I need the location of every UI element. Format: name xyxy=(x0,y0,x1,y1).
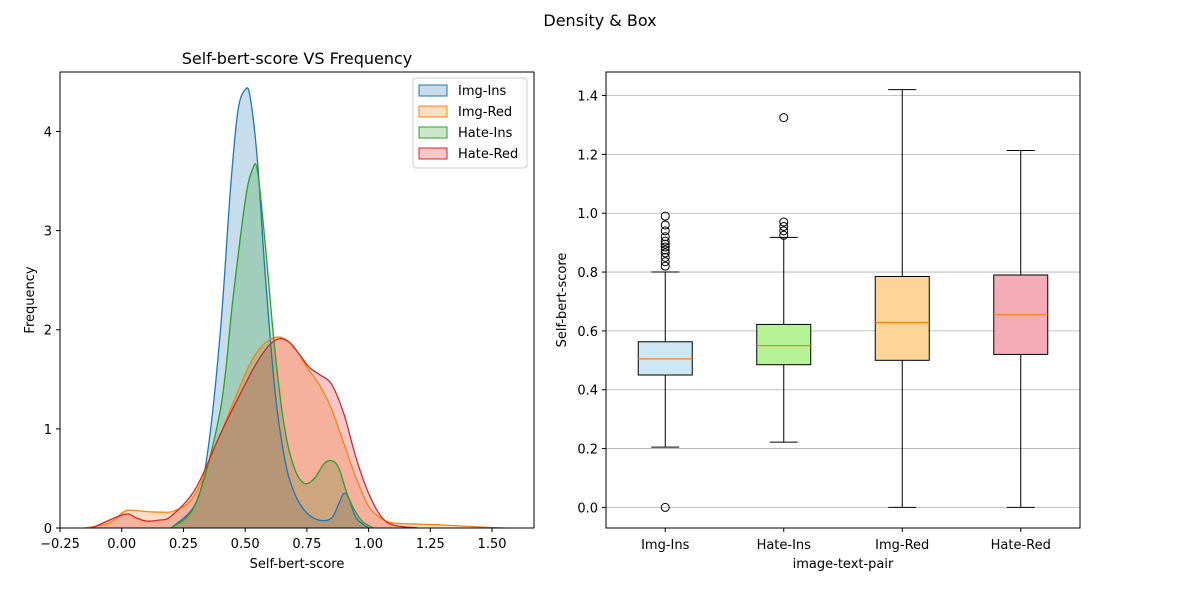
density-ytick-label: 4 xyxy=(44,125,52,140)
density-area-hate-red xyxy=(92,338,418,528)
box-xlabel: image-text-pair xyxy=(793,557,894,572)
legend-swatch-img-ins xyxy=(418,84,448,97)
box-ytick-label: 0.8 xyxy=(577,266,598,281)
outlier-point xyxy=(660,211,670,221)
legend-label-img-red: Img-Red xyxy=(458,105,512,120)
outlier-point xyxy=(660,232,670,242)
box-ticks: 0.0 0.2 0.4 0.6 0.8 1.0 1.2 1.4 Img-Ins Hate-Ins I… xyxy=(577,90,1051,553)
box-hate-ins xyxy=(756,113,812,443)
density-xtick-label: 0.50 xyxy=(231,537,260,552)
box-ytick-label: 0.2 xyxy=(577,443,598,458)
outlier-point xyxy=(660,242,670,252)
density-ytick-label: 3 xyxy=(44,225,52,240)
density-lines xyxy=(84,87,505,529)
box-plot: 0.0 0.2 0.4 0.6 0.8 1.0 1.2 1.4 Img-Ins Hate-Ins I… xyxy=(555,71,1081,572)
density-area-img-red xyxy=(84,337,505,528)
box-ytick-label: 1.2 xyxy=(577,148,598,163)
box-grid xyxy=(606,95,1080,508)
outlier-point xyxy=(660,257,670,267)
density-xtick-label: 1.50 xyxy=(478,537,507,552)
box-body xyxy=(874,275,930,361)
figure-title: Density & Box xyxy=(543,11,656,30)
outlier-point xyxy=(779,217,789,227)
box-img-red xyxy=(874,89,930,508)
density-xtick-label: −0.25 xyxy=(40,537,80,552)
legend-swatch-hate-ins xyxy=(418,126,448,139)
legend-frame xyxy=(412,77,528,169)
box-ytick-label: 0.4 xyxy=(577,384,598,399)
outlier-point xyxy=(660,220,670,230)
outlier-point xyxy=(660,236,670,246)
box-xtick-label-img-red: Img-Red xyxy=(875,538,929,553)
box-xtick-label-hate-ins: Hate-Ins xyxy=(757,538,812,553)
density-xtick-label: 0.00 xyxy=(107,537,136,552)
legend-swatch-img-red xyxy=(418,105,448,118)
density-xtick-label: 1.25 xyxy=(416,537,445,552)
density-ytick-label: 0 xyxy=(44,522,52,537)
density-xtick-label: 0.25 xyxy=(169,537,198,552)
density-axes-frame xyxy=(59,71,535,529)
box-ytick-label: 1.0 xyxy=(577,207,598,222)
outlier-point xyxy=(660,261,670,271)
legend-swatch-hate-red xyxy=(418,147,448,160)
box-body xyxy=(756,323,812,366)
box-img-ins xyxy=(637,211,693,512)
density-title: Self-bert-score VS Frequency xyxy=(182,49,413,68)
density-xtick-label: 0.75 xyxy=(292,537,321,552)
outlier-point xyxy=(779,221,789,231)
legend-items: Img-Ins Img-Red Hate-Ins Hate-Red xyxy=(418,84,518,162)
box-ytick-label: 1.4 xyxy=(577,90,598,105)
density-ytick-label: 2 xyxy=(44,324,52,339)
legend-label-hate-red: Hate-Red xyxy=(458,147,518,162)
outlier-point xyxy=(660,252,670,262)
density-area-img-ins xyxy=(171,87,369,529)
outlier-point xyxy=(660,248,670,258)
box-ytick-label: 0.6 xyxy=(577,325,598,340)
box-marks xyxy=(637,89,1049,512)
outlier-point xyxy=(779,230,789,240)
legend-label-img-ins: Img-Ins xyxy=(458,84,507,99)
outlier-point xyxy=(660,239,670,249)
outlier-point xyxy=(660,245,670,255)
density-fills xyxy=(84,87,505,529)
density-line-hate-ins xyxy=(170,163,374,529)
box-hate-red xyxy=(993,150,1049,508)
density-legend: Img-Ins Img-Red Hate-Ins Hate-Red xyxy=(412,77,528,169)
outlier-point xyxy=(779,113,789,123)
density-plot: −0.25 0.00 0.25 0.50 0.75 1.00 1.25 1.50 0 1 2 3 4 S… xyxy=(23,49,535,572)
legend-label-hate-ins: Hate-Ins xyxy=(458,126,513,141)
density-ytick-label: 1 xyxy=(44,423,52,438)
box-xtick-label-hate-red: Hate-Red xyxy=(991,538,1051,553)
density-xlabel: Self-bert-score xyxy=(250,557,345,572)
outlier-point xyxy=(779,226,789,236)
density-area-hate-ins xyxy=(171,163,374,528)
box-ylabel: Self-bert-score xyxy=(555,253,570,348)
density-line-img-ins xyxy=(170,87,370,529)
outlier-point xyxy=(660,226,670,236)
density-line-hate-red xyxy=(91,337,419,529)
density-ticks: −0.25 0.00 0.25 0.50 0.75 1.00 1.25 1.50 0 1 2 3 4 xyxy=(40,125,506,552)
box-ytick-label: 0.0 xyxy=(577,501,598,516)
density-xtick-label: 1.00 xyxy=(354,537,383,552)
density-ylabel: Frequency xyxy=(23,266,38,333)
box-xtick-label-img-ins: Img-Ins xyxy=(641,538,690,553)
outlier-point xyxy=(660,502,670,512)
box-axes-frame xyxy=(605,71,1081,529)
